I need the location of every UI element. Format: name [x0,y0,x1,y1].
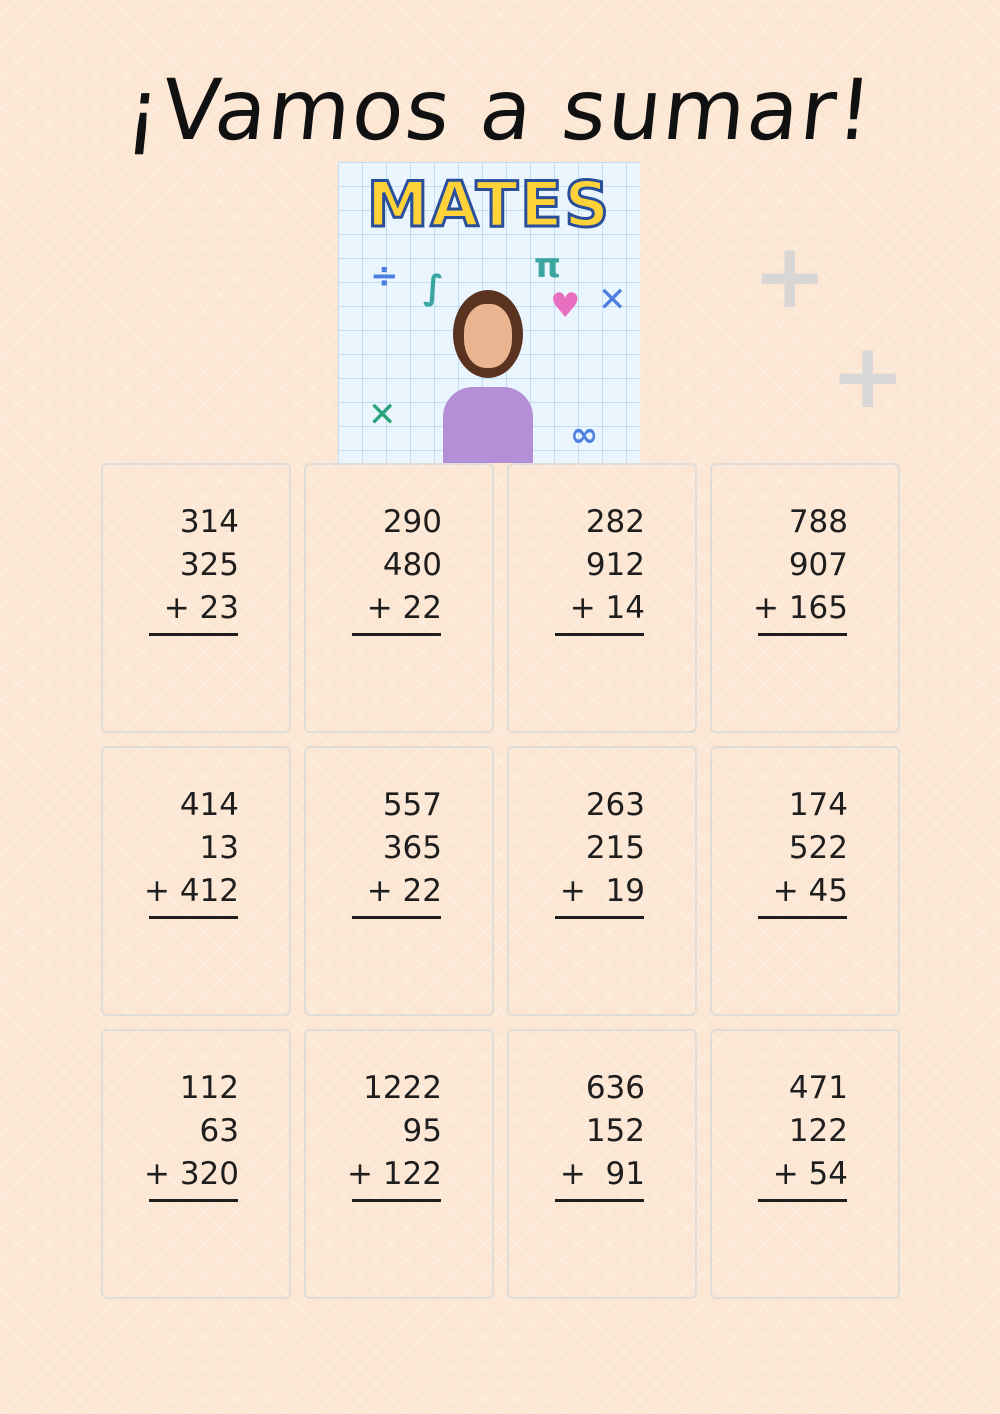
addend: 557 [382,787,442,823]
addend: 788 [788,504,848,540]
problem-card: 112 63 + 320 [101,1029,291,1299]
addend: + 412 [144,873,239,909]
addend: + 22 [366,590,442,626]
times-icon: ✕ [368,395,397,435]
addend: 365 [382,830,442,866]
addend: 290 [382,504,442,540]
answer-line [758,633,847,636]
addition-problem: 112 63 + 320 [103,1067,239,1196]
avatar-body [443,387,533,463]
addend: 314 [179,504,239,540]
answer-line [352,916,441,919]
addend: 325 [179,547,239,583]
addend: 95 [402,1113,442,1149]
problem-card: 471 122 + 54 [710,1029,900,1299]
addend: + 320 [144,1156,239,1192]
addend: 122 [788,1113,848,1149]
answer-line [758,1199,847,1202]
addition-problem: 314 325 + 23 [103,501,239,630]
addend: 471 [788,1070,848,1106]
addition-problem: 557 365 + 22 [306,784,442,913]
addend: 480 [382,547,442,583]
addition-problem: 788 907 + 165 [712,501,848,630]
problem-card: 314 325 + 23 [101,463,291,733]
answer-line [149,1199,238,1202]
addend: 215 [585,830,645,866]
addend: 1222 [363,1070,442,1106]
mates-logo: MATES [365,168,612,241]
problem-card: 263 215 + 19 [507,746,697,1016]
addend: + 91 [559,1156,645,1192]
addend: 912 [585,547,645,583]
mates-bitmoji-image: MATES ÷ ∫ π ♥ ✕ ✕ ∞ [338,162,640,463]
problem-card: 174 522 + 45 [710,746,900,1016]
addend: + 45 [772,873,848,909]
answer-line [149,633,238,636]
addend: 414 [179,787,239,823]
answer-line [555,633,644,636]
answer-line [555,1199,644,1202]
addend: 907 [788,547,848,583]
answer-line [352,1199,441,1202]
answer-line [352,633,441,636]
addend: + 23 [163,590,239,626]
divide-icon: ÷ [370,256,399,296]
problem-card: 282 912 + 14 [507,463,697,733]
problem-card: 636 152 + 91 [507,1029,697,1299]
addition-problem: 263 215 + 19 [509,784,645,913]
addend: + 19 [559,873,645,909]
addend: 13 [199,830,239,866]
addend: + 122 [347,1156,442,1192]
addend: 263 [585,787,645,823]
addend: 152 [585,1113,645,1149]
addend: 282 [585,504,645,540]
addition-problem: 174 522 + 45 [712,784,848,913]
addend: + 165 [753,590,848,626]
answer-line [758,916,847,919]
plus-decoration-icon: + [752,224,828,329]
heart-icon: ♥ [550,286,581,326]
plus-decoration-icon: + [830,324,906,429]
infinity-icon: ∞ [570,415,599,455]
addend: 63 [199,1113,239,1149]
addend: + 22 [366,873,442,909]
integral-icon: ∫ [423,268,444,308]
problem-card: 414 13 + 412 [101,746,291,1016]
problem-card: 290 480 + 22 [304,463,494,733]
times-icon: ✕ [598,280,627,320]
addition-problem: 1222 95 + 122 [306,1067,442,1196]
addend: 636 [585,1070,645,1106]
addend: 112 [179,1070,239,1106]
page-title: ¡Vamos a sumar! [121,61,879,159]
addend: 522 [788,830,848,866]
addend: + 54 [772,1156,848,1192]
addition-problem: 282 912 + 14 [509,501,645,630]
answer-line [149,916,238,919]
problem-card: 788 907 + 165 [710,463,900,733]
pi-icon: π [534,246,561,286]
addition-problem: 414 13 + 412 [103,784,239,913]
addend: 174 [788,787,848,823]
problem-card: 557 365 + 22 [304,746,494,1016]
addition-problem: 290 480 + 22 [306,501,442,630]
problem-card: 1222 95 + 122 [304,1029,494,1299]
addend: + 14 [569,590,645,626]
addition-problem: 471 122 + 54 [712,1067,848,1196]
answer-line [555,916,644,919]
addition-problem: 636 152 + 91 [509,1067,645,1196]
avatar-face [464,304,512,368]
